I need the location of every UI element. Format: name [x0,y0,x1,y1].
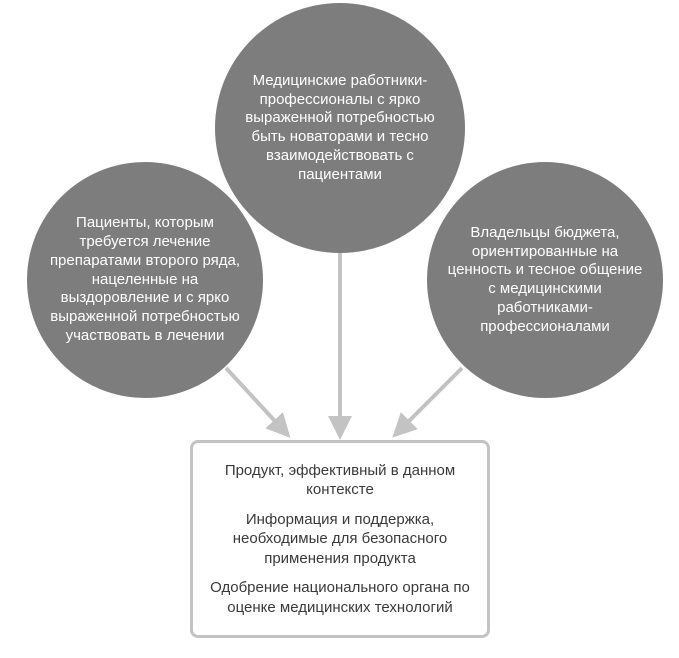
circle-medworkers: Медицинские работники-профессионалы с яр… [215,3,465,253]
box-line-3: Одобрение национального органа по оценке… [207,578,473,617]
box-line-1: Продукт, эффективный в данном контексте [207,461,473,500]
circle-patients: Пациенты, которым требуется лечение преп… [27,162,263,398]
target-box: Продукт, эффективный в данном контексте … [190,440,490,638]
arrow-right [398,368,462,432]
arrow-left [226,368,285,432]
box-line-2: Информация и поддержка, необходимые для … [207,510,473,569]
circle-budget-owners: Владельцы бюджета, ориентированные на це… [427,162,663,398]
circle-budget-owners-text: Владельцы бюджета, ориентированные на це… [447,224,643,337]
circle-patients-text: Пациенты, которым требуется лечение преп… [47,214,243,345]
circle-medworkers-text: Медицинские работники-профессионалы с яр… [235,72,445,185]
